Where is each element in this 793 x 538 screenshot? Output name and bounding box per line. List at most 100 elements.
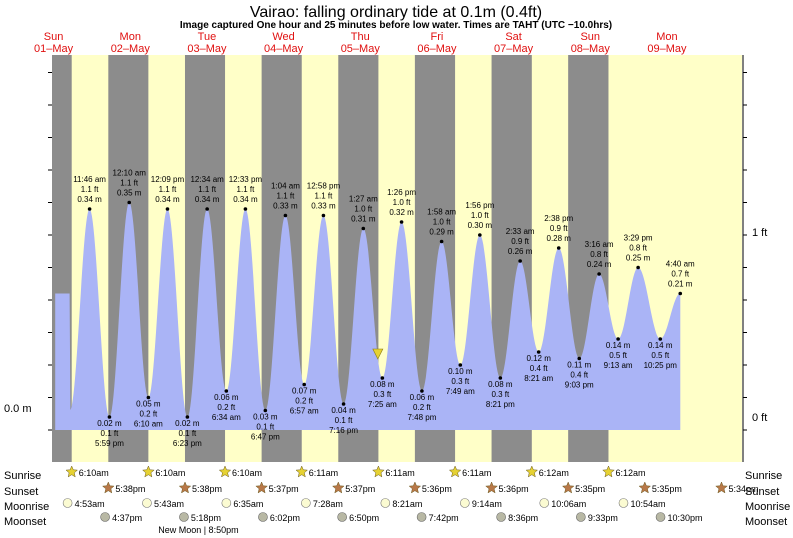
moonset-time: 8:36pm xyxy=(508,513,538,523)
high-tide-dot xyxy=(478,233,482,237)
low-tide-dot xyxy=(380,376,385,380)
low-tide-m: 0.12 m xyxy=(526,354,551,363)
low-tide-time: 10:25 pm xyxy=(644,361,678,370)
row-label-sunrise: Sunrise xyxy=(4,470,41,482)
moonset-time: 7:42pm xyxy=(429,513,459,523)
moonrise-icon xyxy=(380,498,391,508)
low-tide-ft: 0.2 ft xyxy=(295,397,314,406)
moonrise-icon xyxy=(618,498,629,508)
high-tide-time: 12:33 pm xyxy=(229,175,263,184)
high-tide-dot xyxy=(243,207,248,211)
high-tide-m: 0.34 m xyxy=(233,195,258,204)
high-tide-dot xyxy=(678,291,683,296)
day-date: 04–May xyxy=(264,43,304,55)
low-tide-m: 0.14 m xyxy=(606,341,631,350)
high-tide-m: 0.34 m xyxy=(155,195,180,204)
moonset-icon xyxy=(179,512,189,522)
low-tide-time: 6:10 am xyxy=(134,420,163,429)
low-tide-ft: 0.1 ft xyxy=(335,416,354,425)
low-tide-time: 6:23 pm xyxy=(173,439,202,448)
high-tide-time: 12:34 am xyxy=(190,175,224,184)
high-tide-time: 1:56 pm xyxy=(465,201,494,210)
sunrise-icon xyxy=(218,465,232,478)
low-tide-m: 0.05 m xyxy=(136,400,161,409)
day-of-week: Wed xyxy=(272,31,294,43)
high-tide-dot xyxy=(399,220,404,224)
row-label-sunset: Sunset xyxy=(4,486,38,498)
low-tide-time: 9:13 am xyxy=(604,361,633,370)
low-tide-dot xyxy=(458,363,463,367)
row-label-moonset: Moonset xyxy=(4,516,46,528)
low-tide-m: 0.14 m xyxy=(648,341,673,350)
left-axis-label: 0.0 m xyxy=(4,403,32,415)
moonrise-time: 4:53am xyxy=(75,499,105,509)
low-tide-dot xyxy=(616,337,620,341)
low-tide-dot xyxy=(498,376,503,380)
sunset-icon xyxy=(331,481,345,494)
high-tide-ft: 0.8 ft xyxy=(629,244,648,253)
sunrise-time: 6:11am xyxy=(385,468,414,478)
moonrise-icon xyxy=(142,498,152,508)
high-tide-dot xyxy=(636,265,640,270)
moonrise-time: 6:35am xyxy=(233,499,263,509)
high-tide-m: 0.35 m xyxy=(117,189,142,198)
sunset-icon xyxy=(408,481,422,494)
high-tide-ft: 1.1 ft xyxy=(277,192,296,201)
sunset-time: 5:36pm xyxy=(499,484,529,494)
low-tide-ft: 0.3 ft xyxy=(491,390,510,399)
right-axis-label: 0 ft xyxy=(752,412,767,424)
sun-moon-events: Sunrise Sunrise Sunset Sunset Moonrise Moonri… xyxy=(4,465,790,535)
sunset-time: 5:38pm xyxy=(115,484,145,494)
low-tide-time: 7:48 pm xyxy=(407,413,436,422)
moonrise-time: 5:43am xyxy=(154,499,184,509)
high-tide-m: 0.25 m xyxy=(626,254,651,263)
moonset-time: 6:02pm xyxy=(270,513,300,523)
sunset-time: 5:37pm xyxy=(269,484,299,494)
right-axis-label: 1 ft xyxy=(752,227,767,239)
high-tide-dot xyxy=(165,207,170,211)
high-tide-time: 4:40 am xyxy=(666,260,695,269)
high-tide-m: 0.26 m xyxy=(508,247,533,256)
moonset-time: 5:18pm xyxy=(191,513,221,523)
low-tide-m: 0.10 m xyxy=(448,367,473,376)
low-tide-dot xyxy=(107,415,112,419)
high-tide-ft: 1.1 ft xyxy=(315,192,334,201)
sunrise-icon xyxy=(65,465,79,478)
high-tide-dot xyxy=(597,272,601,276)
sunrise-icon xyxy=(525,465,539,478)
low-tide-m: 0.06 m xyxy=(410,393,435,402)
tide-extremes: 11:46 am1.1 ft0.34 m0.02 m0.1 ft5:59 pm1… xyxy=(73,169,695,449)
low-tide-dot xyxy=(536,350,541,354)
sunset-icon xyxy=(561,481,575,494)
moonrise-time: 10:06am xyxy=(551,499,586,509)
moonset-icon xyxy=(655,512,666,522)
moonrise-time: 7:28am xyxy=(313,499,343,509)
sunset-icon xyxy=(255,481,268,494)
low-tide-dot xyxy=(263,408,268,413)
low-tide-ft: 0.5 ft xyxy=(609,351,628,360)
low-tide-m: 0.11 m xyxy=(567,361,591,370)
low-tide-dot xyxy=(302,382,307,387)
high-tide-ft: 1.0 ft xyxy=(433,218,452,227)
high-tide-ft: 1.0 ft xyxy=(471,211,490,220)
low-tide-dot xyxy=(577,356,582,361)
low-tide-m: 0.02 m xyxy=(97,419,122,428)
high-tide-ft: 1.1 ft xyxy=(198,185,217,194)
low-tide-m: 0.07 m xyxy=(292,387,317,396)
low-tide-ft: 0.4 ft xyxy=(530,364,549,373)
sunset-icon xyxy=(178,481,192,494)
moonset-time: 6:50pm xyxy=(349,513,379,523)
moonrise-icon xyxy=(460,498,470,508)
sunset-time: 5:35pm xyxy=(575,484,605,494)
day-date: 03–May xyxy=(187,43,227,55)
high-tide-m: 0.21 m xyxy=(668,280,693,289)
sunrise-time: 6:10am xyxy=(232,468,262,478)
low-tide-dot xyxy=(658,337,663,341)
day-date: 07–May xyxy=(494,43,534,55)
low-tide-time: 5:59 pm xyxy=(95,439,124,448)
high-tide-m: 0.34 m xyxy=(195,195,220,204)
high-tide-time: 3:29 pm xyxy=(624,234,653,243)
low-tide-dot xyxy=(420,389,424,393)
sunrise-icon xyxy=(372,465,385,478)
moonset-icon xyxy=(576,512,586,522)
